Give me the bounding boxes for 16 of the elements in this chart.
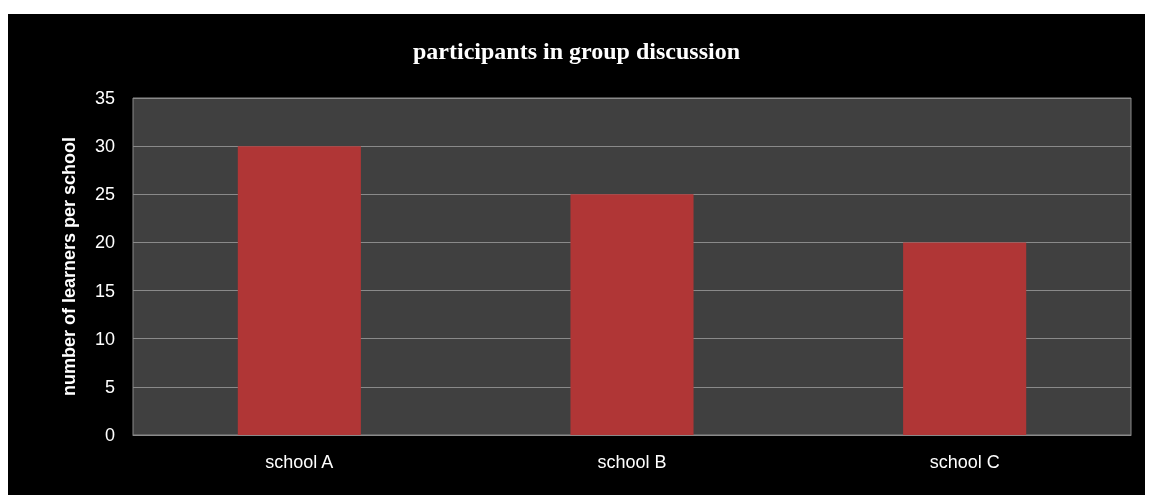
y-tick-label: 15 (94, 280, 115, 301)
bar (570, 194, 694, 435)
x-tick-label: school C (929, 452, 1000, 472)
x-tick-label: school A (265, 452, 334, 472)
y-tick-label: 30 (94, 136, 115, 157)
bar (903, 242, 1027, 435)
y-tick-label: 25 (94, 184, 115, 205)
y-axis-title: number of learners per school (59, 136, 79, 397)
y-tick-label: 0 (104, 425, 115, 445)
bar (237, 146, 361, 435)
chart-title: participants in group discussion (413, 38, 740, 64)
y-tick-label: 35 (94, 88, 115, 108)
y-tick-label: 20 (94, 232, 115, 253)
y-tick-label: 10 (94, 328, 115, 349)
y-tick-label: 5 (104, 376, 115, 397)
x-tick-label: school B (597, 452, 667, 472)
